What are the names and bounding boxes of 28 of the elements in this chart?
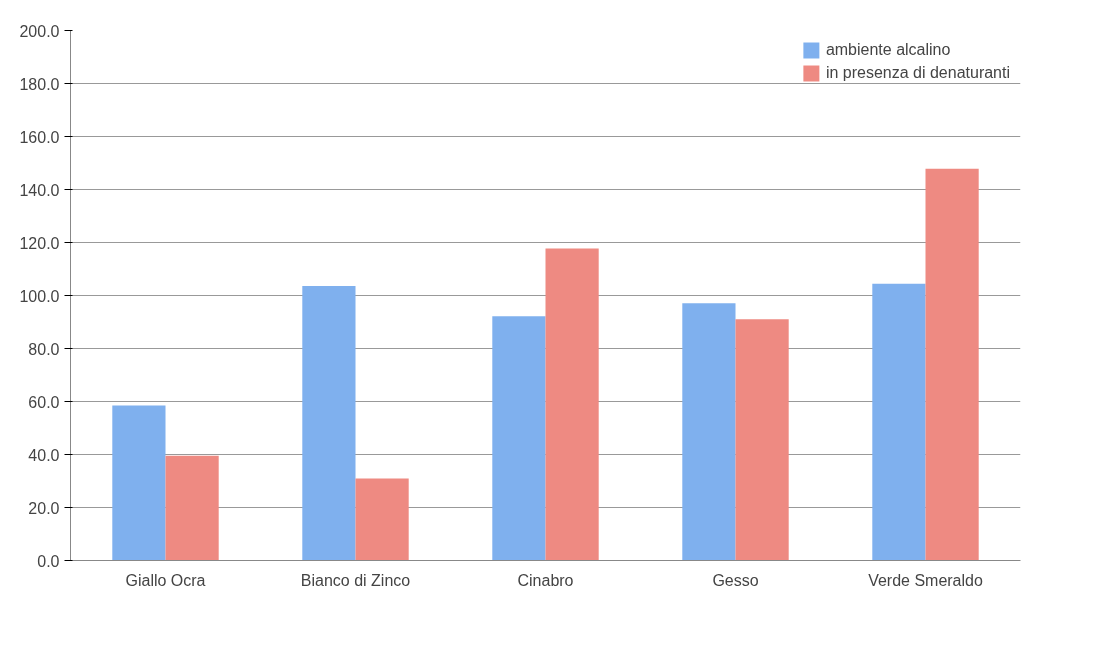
x-tick-label: Cinabro [517,571,574,589]
y-tick-label: 160.0 [19,128,60,146]
y-tick-label: 20.0 [28,499,60,517]
bar [112,405,166,561]
bar [682,303,736,561]
bar [925,168,979,561]
bar [355,478,409,561]
legend-label: ambiente alcalino [825,41,951,59]
y-tick-label: 80.0 [28,340,60,358]
y-tick-label: 120.0 [19,234,60,252]
y-tick-label: 200.0 [19,22,60,40]
bar [492,316,546,561]
x-tick-label: Bianco di Zinco [300,571,411,589]
y-tick-label: 140.0 [19,181,60,199]
bar [735,319,789,561]
y-tick-label: 40.0 [28,446,60,464]
y-tick-label: 0.0 [37,552,60,570]
x-tick-label: Giallo Ocra [125,571,206,589]
bar [302,285,356,561]
bar [165,455,219,561]
y-tick-label: 100.0 [19,287,60,305]
bar [545,248,599,561]
x-tick-label: Verde Smeraldo [868,571,983,589]
x-tick-label: Gesso [712,571,759,589]
y-tick-label: 60.0 [28,393,60,411]
legend-label: in presenza di denaturanti [825,64,1010,82]
y-tick-label: 180.0 [19,75,60,93]
bar [872,283,926,561]
